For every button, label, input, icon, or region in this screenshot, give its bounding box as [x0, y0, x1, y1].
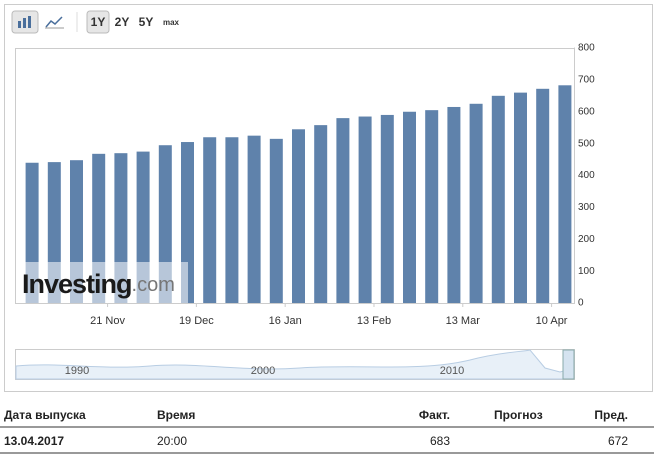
- line-view-button[interactable]: [45, 16, 63, 28]
- table-header: Дата выпуска Время Факт. Прогноз Пред.: [0, 402, 654, 428]
- navigator-label: 2000: [251, 365, 275, 377]
- range-active: [86, 10, 110, 34]
- cell: 672: [607, 434, 628, 448]
- navigator-series: [15, 349, 575, 380]
- y-tick-label: 300: [578, 202, 595, 213]
- y-tick-label: 400: [578, 170, 595, 181]
- header-cell: Факт.: [418, 408, 450, 422]
- watermark-suffix: .com: [132, 274, 175, 296]
- bar: [491, 95, 505, 303]
- y-tick-label: 700: [578, 75, 595, 86]
- y-tick-label: 500: [578, 138, 595, 149]
- bar: [558, 85, 572, 303]
- bar: [247, 135, 261, 303]
- header-cell: Пред.: [594, 408, 628, 422]
- bar: [536, 88, 550, 303]
- header-cell: Прогноз: [494, 408, 543, 422]
- y-tick-label: 800: [578, 43, 595, 54]
- bar: [203, 137, 217, 303]
- bar: [380, 114, 394, 303]
- bar: [447, 106, 461, 303]
- x-tick-label: 16 Jan: [269, 315, 302, 327]
- header-cell: Время: [157, 408, 196, 422]
- bar: [314, 125, 328, 303]
- bar: [336, 118, 350, 303]
- y-tick-label: 600: [578, 106, 595, 117]
- y-tick-label: 200: [578, 234, 595, 245]
- watermark-brand: Investing: [22, 269, 132, 299]
- navigator-window[interactable]: [562, 349, 575, 380]
- table-row: 13.04.2017 20:00 683 672: [0, 428, 654, 454]
- bar: [358, 116, 372, 303]
- bar: [269, 138, 283, 303]
- bar-icon: [18, 16, 31, 28]
- x-tick-label: 13 Feb: [357, 315, 391, 327]
- navigator-label: 2010: [440, 365, 464, 377]
- watermark: Investing.com: [22, 269, 175, 299]
- bar: [292, 129, 305, 303]
- range-button[interactable]: 5Y: [139, 15, 154, 29]
- cell: 20:00: [157, 434, 188, 448]
- range-button[interactable]: 1Y: [91, 15, 106, 29]
- header-cell: Дата выпуска: [4, 408, 86, 422]
- x-tick-label: 10 Apr: [536, 315, 568, 327]
- navigator-label: 1990: [65, 365, 89, 377]
- bar: [469, 103, 483, 303]
- bar: [403, 111, 416, 303]
- bar: [514, 92, 527, 303]
- watermark-backdrop: [18, 262, 188, 303]
- x-tick-label: 13 Mar: [446, 315, 481, 327]
- bar: [225, 137, 239, 303]
- table: Дата выпуска Время Факт. Прогноз Пред. 1…: [0, 402, 654, 454]
- range-button[interactable]: 2Y: [115, 15, 130, 29]
- cell: 683: [429, 434, 450, 448]
- x-tick-label: 21 Nov: [90, 315, 125, 327]
- range-button[interactable]: max: [163, 18, 180, 27]
- x-tick-label: 19 Dec: [179, 315, 214, 327]
- chart: 1Y 2Y 5Y max 0 100 200 300 400 500 600 700 800 21 Nov…: [4, 4, 653, 392]
- bar: [425, 110, 439, 303]
- y-tick-label: 0: [578, 298, 584, 309]
- cell: 13.04.2017: [4, 434, 65, 448]
- y-tick-label: 100: [578, 266, 595, 277]
